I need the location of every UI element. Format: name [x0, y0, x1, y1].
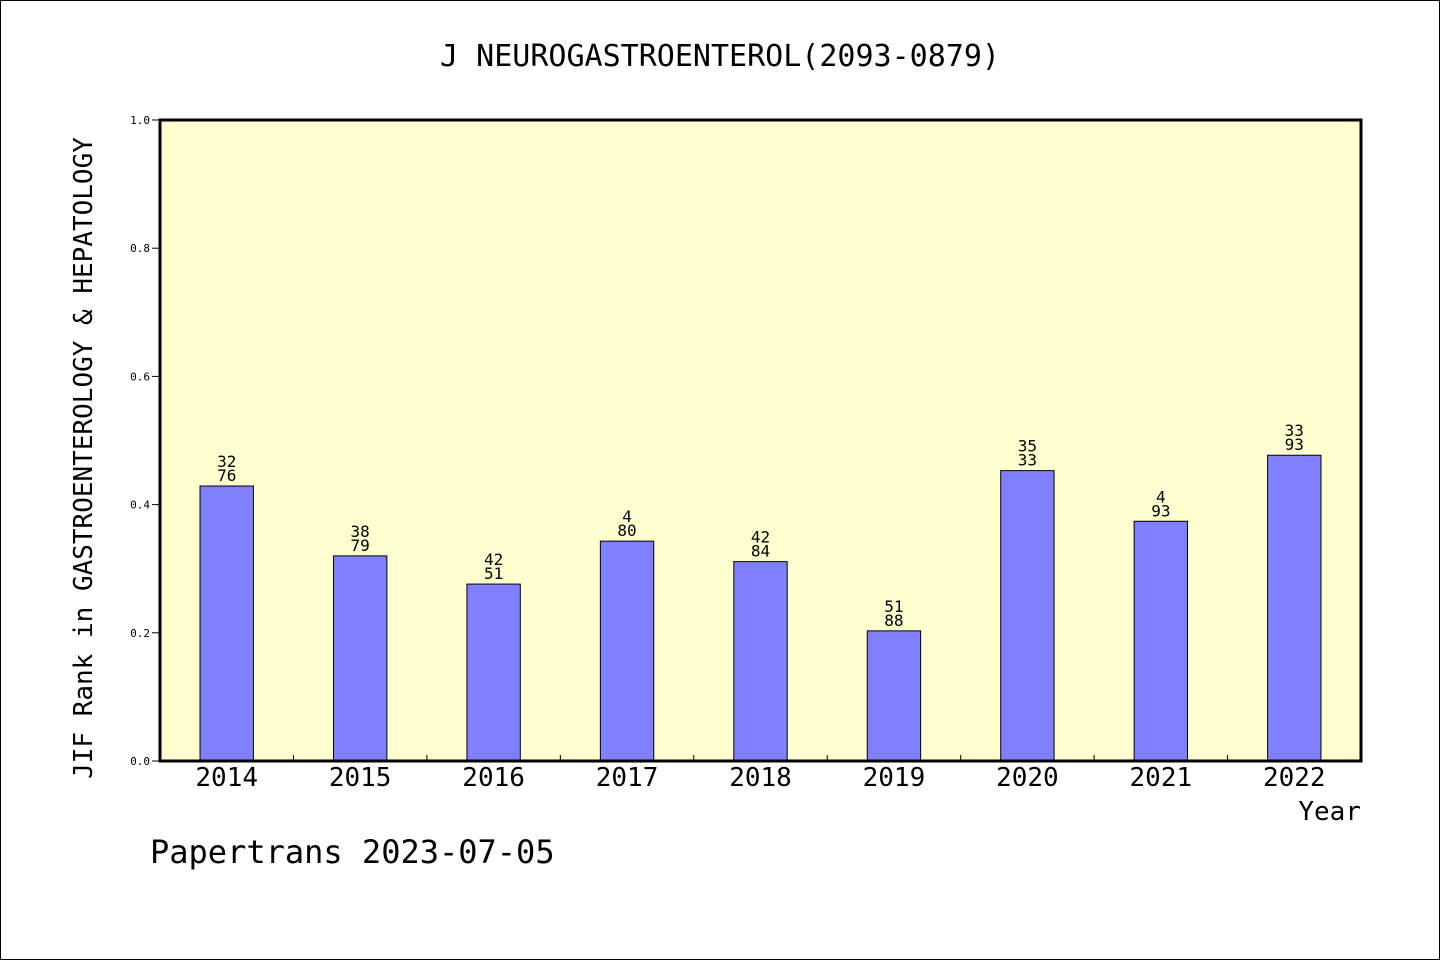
bar-label-bottom-2022: 93	[1285, 435, 1304, 454]
bar-label-bottom-2016: 51	[484, 564, 503, 583]
bars	[199, 454, 1322, 762]
bar-label-top-2014: 32	[217, 452, 236, 471]
bar-label-top-2015: 38	[351, 522, 370, 541]
bar-2014	[199, 485, 254, 762]
bar-label-top-2021: 4	[1156, 487, 1166, 506]
bar-2016	[466, 583, 521, 762]
x-tick-label-2018: 2018	[729, 763, 792, 793]
x-tick-label-2015: 2015	[329, 763, 392, 793]
bar-2018	[733, 561, 788, 762]
x-tick-label-2014: 2014	[195, 763, 258, 793]
y-axis-label: JIF Rank in GASTROENTEROLOGY & HEPATOLOG…	[69, 137, 99, 779]
x-tick-label-2022: 2022	[1263, 763, 1326, 793]
bar-label-bottom-2017: 80	[617, 521, 636, 540]
y-tick-label-0.6: 0.6	[130, 370, 150, 383]
bar-label-bottom-2020: 33	[1018, 451, 1037, 470]
plot-border	[158, 118, 1363, 763]
y-tick-label-0.2: 0.2	[130, 627, 150, 640]
bar-label-top-2020: 35	[1018, 437, 1037, 456]
y-tick-label-0.8: 0.8	[130, 242, 150, 255]
bar-2019	[866, 630, 922, 762]
chart-title: J NEUROGASTROENTEROL(2093-0879)	[440, 39, 1000, 74]
y-tick-label-0.0: 0.0	[130, 755, 150, 768]
bar-2022	[1267, 454, 1322, 762]
bar-label-top-2022: 33	[1285, 421, 1304, 440]
x-tick-label-2020: 2020	[996, 763, 1059, 793]
bar-label-top-2016: 42	[484, 550, 503, 569]
bar-2015	[332, 555, 388, 762]
bar-label-bottom-2018: 84	[751, 542, 770, 561]
x-axis-label: Year	[1298, 797, 1361, 827]
x-tick-label-2019: 2019	[863, 763, 926, 793]
x-tick-label-2017: 2017	[596, 763, 659, 793]
bar-label-bottom-2021: 93	[1151, 501, 1170, 520]
bar-2020	[1000, 470, 1055, 762]
bar-label-bottom-2014: 76	[217, 466, 236, 485]
bar-2017	[599, 540, 655, 762]
x-tick-label-2016: 2016	[462, 763, 525, 793]
bar-label-top-2019: 51	[884, 597, 903, 616]
bar-label-top-2017: 4	[622, 507, 632, 526]
footer-text: Papertrans 2023-07-05	[150, 833, 555, 871]
bar-label-bottom-2015: 79	[351, 536, 370, 555]
bar-label-top-2018: 42	[751, 528, 770, 547]
y-tick-label-0.4: 0.4	[130, 499, 150, 512]
x-tick-label-2021: 2021	[1130, 763, 1193, 793]
bar-2021	[1133, 520, 1189, 762]
axis-ticks: 2014 2015 2016 2017 2018 2019 2020 2021 2022 0.0 0…	[130, 114, 1325, 793]
bar-label-bottom-2019: 88	[884, 611, 903, 630]
y-tick-label-1.0: 1.0	[130, 114, 150, 127]
